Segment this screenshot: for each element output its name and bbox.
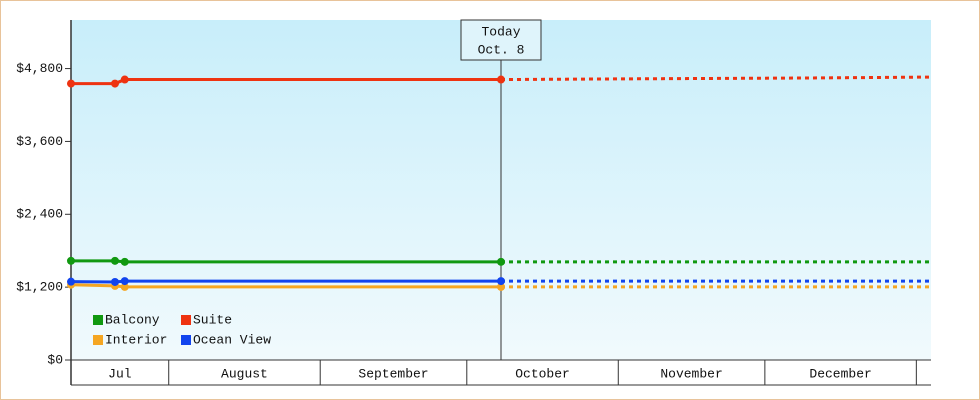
x-tick-label: December — [809, 366, 871, 381]
y-tick-label: $2,400 — [16, 207, 63, 222]
series-line — [71, 259, 501, 264]
series-forecast-line — [500, 75, 932, 82]
legend-label: Ocean View — [193, 332, 271, 347]
x-tick-label: August — [221, 366, 268, 381]
legend-swatch — [93, 335, 103, 345]
point — [120, 282, 129, 291]
point — [67, 79, 75, 88]
today-date: Oct. 8 — [478, 42, 525, 57]
series-line — [71, 78, 501, 86]
x-tick-label: October — [515, 366, 570, 381]
point — [497, 257, 505, 266]
point — [120, 75, 129, 84]
legend-swatch — [93, 315, 103, 325]
y-tick-label: $4,800 — [16, 61, 63, 76]
series-line — [70, 283, 501, 289]
series-line — [70, 279, 501, 284]
point — [110, 256, 119, 265]
point — [67, 256, 75, 265]
x-tick-label: Jul — [108, 366, 132, 381]
y-tick-label: $3,600 — [16, 134, 63, 149]
x-tick-label: September — [358, 366, 428, 381]
point — [110, 79, 119, 88]
point — [497, 282, 505, 291]
point — [497, 277, 505, 286]
point — [120, 277, 129, 286]
point — [67, 277, 75, 286]
legend-swatch — [181, 315, 191, 325]
legend-label: Interior — [105, 332, 167, 347]
x-tick-label: November — [660, 366, 722, 381]
y-tick-label: $0 — [47, 352, 63, 367]
legend-label: Suite — [193, 312, 232, 327]
point — [497, 75, 505, 84]
point — [110, 277, 119, 286]
legend-label: Balcony — [105, 312, 160, 327]
today-box — [460, 19, 542, 61]
y-tick-label: $1,200 — [16, 280, 63, 295]
today-label: Today — [481, 24, 520, 39]
point — [120, 257, 129, 266]
legend-swatch — [181, 335, 191, 345]
